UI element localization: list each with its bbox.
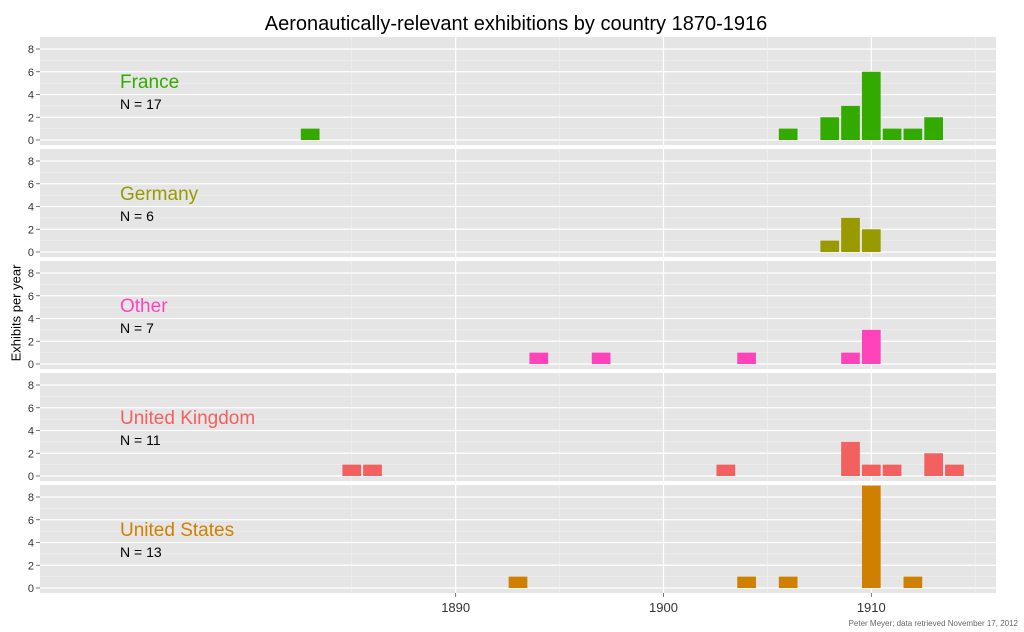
x-tick-label: 1890 xyxy=(441,600,470,615)
bar-france-1912 xyxy=(903,128,923,140)
bar-united-kingdom-1911 xyxy=(882,464,902,476)
x-tick-label: 1900 xyxy=(649,600,678,615)
bar-germany-1910 xyxy=(861,229,881,252)
y-tick-label: 0 xyxy=(28,471,34,483)
y-tick-label: 0 xyxy=(28,135,34,147)
panel-count-other: N = 7 xyxy=(120,320,154,336)
panel-united-states-background xyxy=(40,485,996,593)
bar-germany-1909 xyxy=(841,217,860,252)
x-tick-label: 1910 xyxy=(857,600,886,615)
panel-count-france: N = 17 xyxy=(120,96,162,112)
y-tick-label: 4 xyxy=(28,538,34,550)
bar-united-kingdom-1913 xyxy=(924,453,944,476)
bar-united-kingdom-1903 xyxy=(716,464,736,476)
bar-united-kingdom-1886 xyxy=(363,464,382,476)
panel-germany-background xyxy=(40,149,996,257)
bar-france-1910 xyxy=(861,71,881,140)
y-tick-label: 0 xyxy=(28,583,34,595)
y-tick-label: 8 xyxy=(28,156,34,168)
panel-count-united-states: N = 13 xyxy=(120,544,162,560)
panel-label-united-kingdom: United Kingdom xyxy=(120,408,255,429)
bar-united-kingdom-1885 xyxy=(342,464,362,476)
bar-united-states-1912 xyxy=(903,576,923,588)
panel-label-germany: Germany xyxy=(120,184,199,205)
bar-germany-1908 xyxy=(820,240,840,252)
panel-other-background xyxy=(40,261,996,369)
bar-france-1913 xyxy=(924,117,944,140)
bar-france-1908 xyxy=(820,117,840,140)
bar-united-states-1904 xyxy=(737,576,756,588)
bar-other-1897 xyxy=(591,352,611,364)
panel-label-united-states: United States xyxy=(120,520,234,541)
bar-other-1894 xyxy=(529,352,549,364)
y-tick-label: 6 xyxy=(28,179,34,191)
y-tick-label: 8 xyxy=(28,380,34,392)
y-tick-label: 6 xyxy=(28,67,34,79)
panel-united-kingdom-background xyxy=(40,373,996,481)
panel-label-france: France xyxy=(120,72,179,93)
bar-other-1904 xyxy=(737,352,756,364)
bar-united-states-1906 xyxy=(778,576,798,588)
y-tick-label: 0 xyxy=(28,247,34,259)
y-tick-label: 4 xyxy=(28,314,34,326)
panel-count-united-kingdom: N = 11 xyxy=(120,432,161,448)
bar-united-states-1893 xyxy=(508,576,528,588)
y-tick-label: 4 xyxy=(28,90,34,102)
bar-france-1883 xyxy=(300,128,320,140)
y-tick-label: 0 xyxy=(28,359,34,371)
y-tick-label: 4 xyxy=(28,426,34,438)
credit-note: Peter Meyer; data retrieved November 17,… xyxy=(848,619,1018,628)
y-tick-label: 8 xyxy=(28,268,34,280)
bar-france-1906 xyxy=(778,128,798,140)
y-tick-label: 6 xyxy=(28,403,34,415)
bar-united-kingdom-1910 xyxy=(861,464,881,476)
bar-france-1909 xyxy=(841,105,860,140)
y-tick-label: 2 xyxy=(28,560,34,572)
bar-united-kingdom-1914 xyxy=(945,464,964,476)
bar-france-1911 xyxy=(882,128,902,140)
y-tick-label: 2 xyxy=(28,336,34,348)
panel-count-germany: N = 6 xyxy=(120,208,154,224)
bar-united-states-1910 xyxy=(861,485,881,588)
y-tick-label: 8 xyxy=(28,492,34,504)
y-tick-label: 8 xyxy=(28,44,34,56)
chart-title: Aeronautically-relevant exhibitions by c… xyxy=(264,13,768,35)
y-tick-label: 6 xyxy=(28,291,34,303)
y-tick-label: 2 xyxy=(28,224,34,236)
bar-united-kingdom-1909 xyxy=(841,441,860,476)
y-tick-label: 6 xyxy=(28,515,34,527)
y-tick-label: 2 xyxy=(28,448,34,460)
y-tick-label: 4 xyxy=(28,202,34,214)
panel-label-other: Other xyxy=(120,296,168,317)
bar-other-1910 xyxy=(861,329,881,364)
y-tick-label: 2 xyxy=(28,112,34,124)
bar-other-1909 xyxy=(841,352,860,364)
